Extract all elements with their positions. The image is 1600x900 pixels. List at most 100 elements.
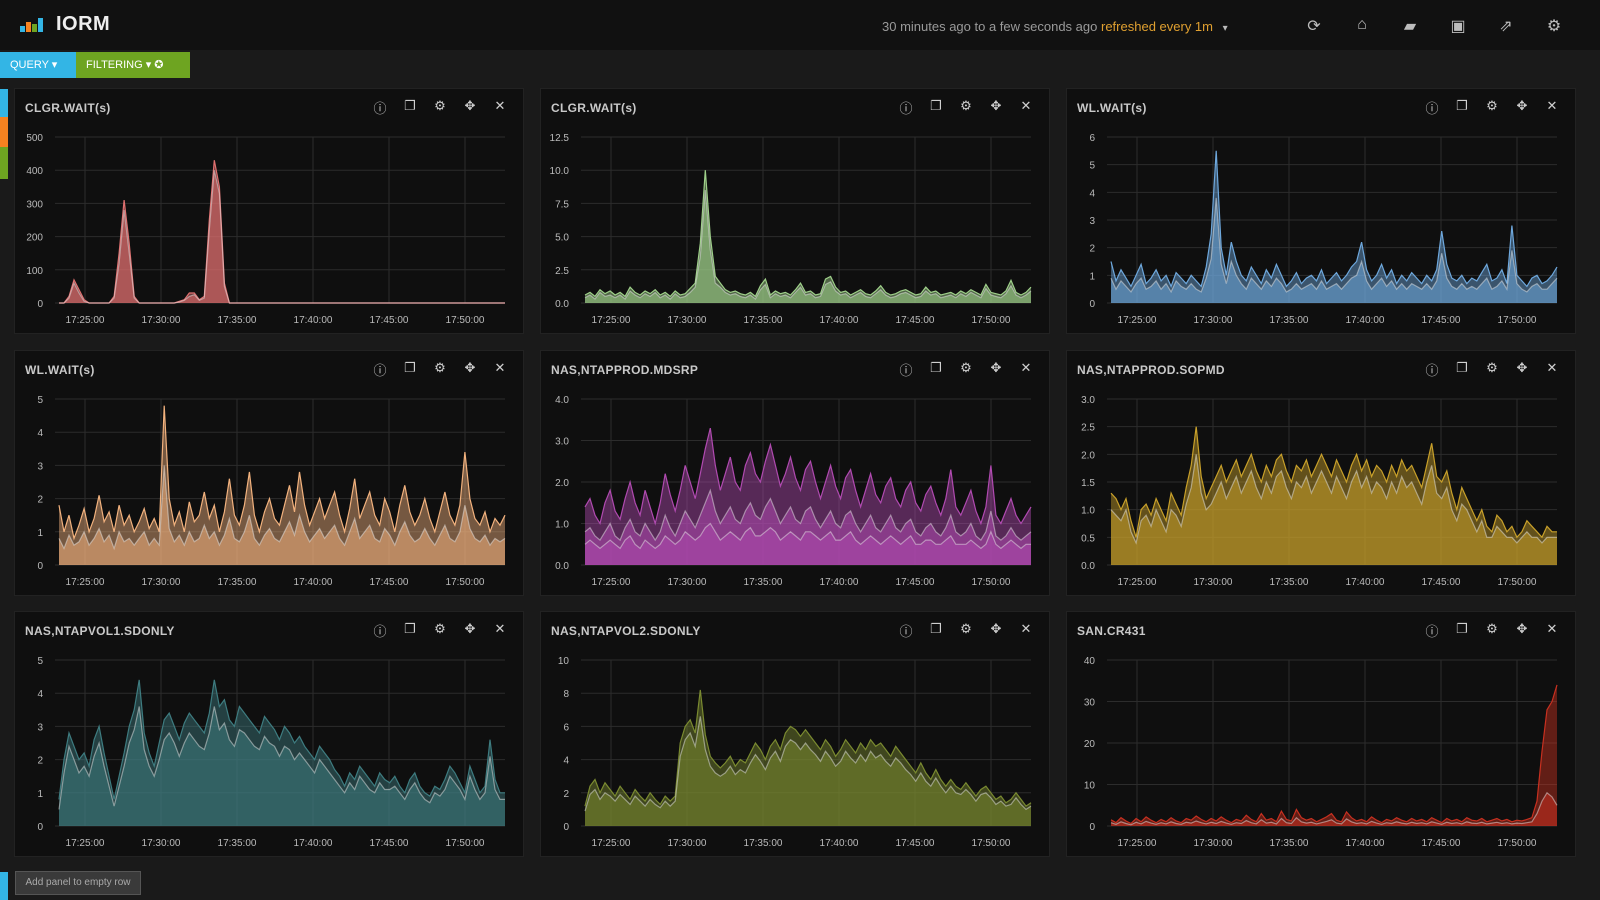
info-icon[interactable]: ⓘ: [899, 363, 913, 378]
row-strip-2[interactable]: [0, 117, 8, 147]
panel-title[interactable]: WL.WAIT(s): [25, 363, 95, 377]
graph-panel[interactable]: NAS,NTAPVOL1.SDONLY ⓘ ❐ ⚙ ✥ ✕ 0 1 2 3 4 5 17:25:00 17…: [14, 611, 524, 857]
move-icon[interactable]: ✥: [464, 98, 476, 113]
graph-panel[interactable]: NAS,NTAPPROD.MDSRP ⓘ ❐ ⚙ ✥ ✕ 0.0 1.0 2.0 3.0 4.0 17…: [540, 350, 1050, 596]
info-icon[interactable]: ⓘ: [373, 624, 387, 639]
series-area: [59, 706, 505, 826]
refresh-interval-text[interactable]: refreshed every 1m: [1101, 19, 1213, 34]
series-area: [585, 523, 1031, 565]
graph-plot[interactable]: 0 100 200 300 400 500 17:25:00 17:30:00 17:35:00…: [15, 123, 525, 335]
close-icon[interactable]: ✕: [494, 360, 506, 375]
x-tick-label: 17:40:00: [820, 838, 859, 849]
caret-down-icon[interactable]: ▾: [1222, 23, 1228, 34]
info-icon[interactable]: ⓘ: [373, 363, 387, 378]
gear-icon[interactable]: ⚙: [1546, 18, 1562, 35]
graph-plot[interactable]: 0 1 2 3 4 5 17:25:00 17:30:00 17:35:00 17:40:00 17…: [15, 646, 525, 858]
close-icon[interactable]: ✕: [494, 98, 506, 113]
close-icon[interactable]: ✕: [1020, 98, 1032, 113]
duplicate-icon[interactable]: ❐: [404, 360, 416, 375]
move-icon[interactable]: ✥: [1516, 360, 1528, 375]
info-icon[interactable]: ⓘ: [373, 101, 387, 116]
graph-plot[interactable]: 0 1 2 3 4 5 17:25:00 17:30:00 17:35:00 17:40:00 17…: [15, 385, 525, 597]
graph-plot[interactable]: 0.0 1.0 2.0 3.0 4.0 17:25:00 17:30:00 17:35:00 1…: [541, 385, 1051, 597]
close-icon[interactable]: ✕: [494, 621, 506, 636]
duplicate-icon[interactable]: ❐: [404, 98, 416, 113]
move-icon[interactable]: ✥: [990, 98, 1002, 113]
duplicate-icon[interactable]: ❐: [930, 360, 942, 375]
folder-open-icon[interactable]: ▰: [1403, 18, 1417, 35]
graph-panel[interactable]: CLGR.WAIT(s) ⓘ ❐ ⚙ ✥ ✕ 0 100 200 300 400 500 17:25:0…: [14, 88, 524, 334]
move-icon[interactable]: ✥: [990, 360, 1002, 375]
gear-icon[interactable]: ⚙: [960, 621, 972, 636]
panel-title[interactable]: CLGR.WAIT(s): [25, 101, 111, 115]
info-icon[interactable]: ⓘ: [1425, 101, 1439, 116]
dashboard-title[interactable]: IORM: [56, 12, 111, 35]
info-icon[interactable]: ⓘ: [1425, 363, 1439, 378]
graph-panel[interactable]: WL.WAIT(s) ⓘ ❐ ⚙ ✥ ✕ 0 1 2 3 4 5 6 17:25:00 17:30:00 17…: [1066, 88, 1576, 334]
row-strip-1[interactable]: [0, 89, 8, 117]
gear-icon[interactable]: ⚙: [1486, 621, 1498, 636]
time-range-picker[interactable]: 30 minutes ago to a few seconds ago refr…: [882, 19, 1228, 34]
gear-icon[interactable]: ⚙: [434, 360, 446, 375]
duplicate-icon[interactable]: ❐: [930, 98, 942, 113]
y-tick-label: 8: [563, 689, 569, 700]
graph-plot[interactable]: 0.0 2.5 5.0 7.5 10.0 12.5 17:25:00 17:30:00 17:3…: [541, 123, 1051, 335]
add-panel-button[interactable]: Add panel to empty row: [15, 871, 141, 895]
close-icon[interactable]: ✕: [1546, 360, 1558, 375]
gear-icon[interactable]: ⚙: [434, 98, 446, 113]
graph-panel[interactable]: NAS,NTAPPROD.SOPMD ⓘ ❐ ⚙ ✥ ✕ 0.0 0.5 1.0 1.5 2.0 2.…: [1066, 350, 1576, 596]
graph-plot[interactable]: 0 2 4 6 8 10 17:25:00 17:30:00 17:35:00 17:40:00 1…: [541, 646, 1051, 858]
filtering-tab[interactable]: FILTERING ▾ ✪: [76, 52, 190, 78]
graph-panel[interactable]: NAS,NTAPVOL2.SDONLY ⓘ ❐ ⚙ ✥ ✕ 0 2 4 6 8 10 17:25:00 1…: [540, 611, 1050, 857]
panel-title[interactable]: NAS,NTAPPROD.MDSRP: [551, 363, 699, 377]
close-icon[interactable]: ✕: [1546, 98, 1558, 113]
query-tab[interactable]: QUERY ▾: [0, 52, 76, 78]
gear-icon[interactable]: ⚙: [960, 360, 972, 375]
duplicate-icon[interactable]: ❐: [930, 621, 942, 636]
duplicate-icon[interactable]: ❐: [404, 621, 416, 636]
move-icon[interactable]: ✥: [990, 621, 1002, 636]
move-icon[interactable]: ✥: [1516, 621, 1528, 636]
info-icon[interactable]: ⓘ: [899, 101, 913, 116]
info-icon[interactable]: ⓘ: [899, 624, 913, 639]
graph-panel[interactable]: CLGR.WAIT(s) ⓘ ❐ ⚙ ✥ ✕ 0.0 2.5 5.0 7.5 10.0 12.5 17:…: [540, 88, 1050, 334]
row-strip-4[interactable]: [0, 872, 8, 900]
home-icon[interactable]: ⌂: [1357, 16, 1367, 33]
panel-title[interactable]: NAS,NTAPVOL1.SDONLY: [25, 624, 175, 638]
graph-plot[interactable]: 0.0 0.5 1.0 1.5 2.0 2.5 3.0 17:25:00 17:30:00 17:…: [1067, 385, 1577, 597]
series-line: [58, 706, 505, 810]
y-tick-label: 1: [1089, 271, 1095, 282]
graph-panel[interactable]: WL.WAIT(s) ⓘ ❐ ⚙ ✥ ✕ 0 1 2 3 4 5 17:25:00 17:30:00 17:…: [14, 350, 524, 596]
duplicate-icon[interactable]: ❐: [1456, 360, 1468, 375]
graph-panel[interactable]: SAN.CR431 ⓘ ❐ ⚙ ✥ ✕ 0 10 20 30 40 17:25:00 17:30:00 1…: [1066, 611, 1576, 857]
panel-title[interactable]: NAS,NTAPPROD.SOPMD: [1077, 363, 1225, 377]
gear-icon[interactable]: ⚙: [960, 98, 972, 113]
panel-title[interactable]: WL.WAIT(s): [1077, 101, 1147, 115]
panel-title[interactable]: CLGR.WAIT(s): [551, 101, 637, 115]
refresh-icon[interactable]: ⟳: [1307, 18, 1321, 35]
save-icon[interactable]: ▣: [1450, 18, 1466, 35]
panel-toolbar: ⓘ ❐ ⚙ ✥ ✕: [365, 98, 515, 117]
panel-title[interactable]: SAN.CR431: [1077, 624, 1146, 638]
move-icon[interactable]: ✥: [464, 621, 476, 636]
gear-icon[interactable]: ⚙: [1486, 98, 1498, 113]
close-icon[interactable]: ✕: [1020, 621, 1032, 636]
duplicate-icon[interactable]: ❐: [1456, 621, 1468, 636]
move-icon[interactable]: ✥: [1516, 98, 1528, 113]
panel-title[interactable]: NAS,NTAPVOL2.SDONLY: [551, 624, 701, 638]
move-icon[interactable]: ✥: [464, 360, 476, 375]
gear-icon[interactable]: ⚙: [1486, 360, 1498, 375]
close-icon[interactable]: ✕: [1020, 360, 1032, 375]
close-icon[interactable]: ✕: [1546, 621, 1558, 636]
x-tick-label: 17:25:00: [592, 838, 631, 849]
share-icon[interactable]: ⇗: [1499, 18, 1513, 35]
graph-plot[interactable]: 0 10 20 30 40 17:25:00 17:30:00 17:35:00 17:40:0…: [1067, 646, 1577, 858]
graph-plot[interactable]: 0 1 2 3 4 5 6 17:25:00 17:30:00 17:35:00 17:40:00 1…: [1067, 123, 1577, 335]
row-strip-3[interactable]: [0, 147, 8, 179]
time-range-text[interactable]: 30 minutes ago to a few seconds ago: [882, 19, 1098, 34]
brand[interactable]: IORM: [18, 12, 110, 36]
info-icon[interactable]: ⓘ: [1425, 624, 1439, 639]
row-tabs: QUERY ▾ FILTERING ▾ ✪: [0, 52, 190, 78]
duplicate-icon[interactable]: ❐: [1456, 98, 1468, 113]
gear-icon[interactable]: ⚙: [434, 621, 446, 636]
